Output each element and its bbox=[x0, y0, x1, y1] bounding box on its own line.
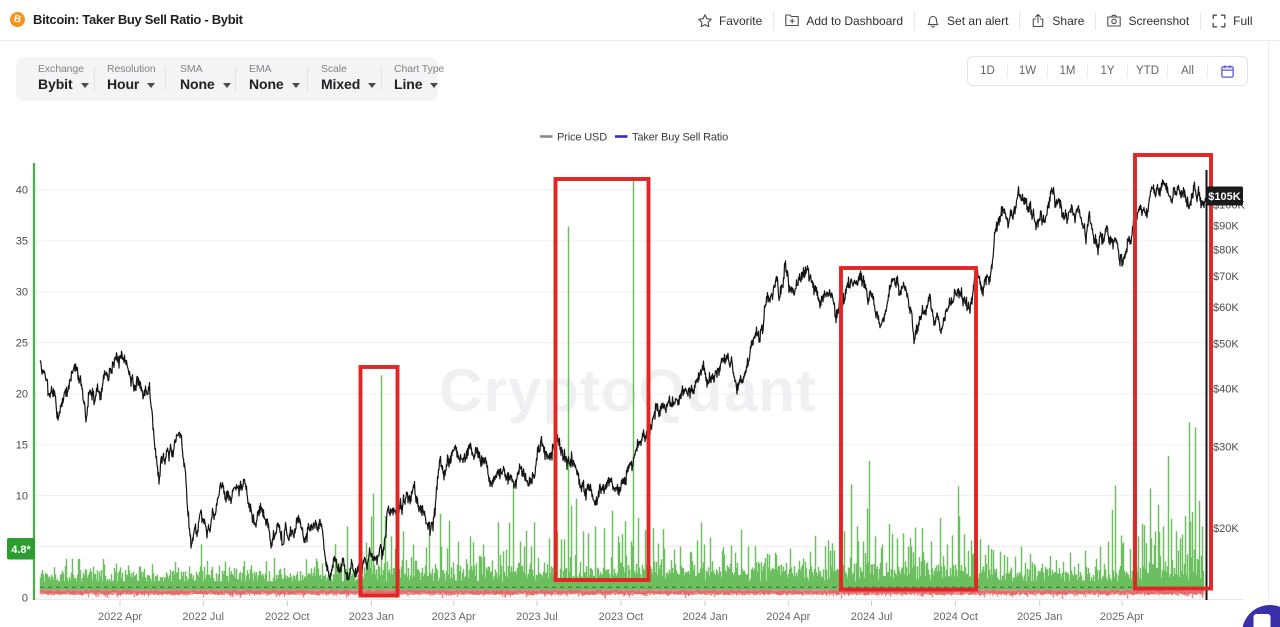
svg-text:2023 Jan: 2023 Jan bbox=[349, 611, 394, 623]
svg-text:2023 Oct: 2023 Oct bbox=[599, 611, 644, 623]
svg-text:$70K: $70K bbox=[1213, 271, 1239, 283]
svg-text:35: 35 bbox=[16, 236, 28, 248]
svg-text:$80K: $80K bbox=[1213, 244, 1239, 256]
svg-text:25: 25 bbox=[16, 338, 28, 350]
svg-text:2022 Jul: 2022 Jul bbox=[182, 611, 224, 623]
svg-text:40: 40 bbox=[16, 185, 28, 197]
svg-text:2024 Jul: 2024 Jul bbox=[851, 611, 893, 623]
svg-text:Price USD: Price USD bbox=[557, 132, 607, 144]
svg-text:$60K: $60K bbox=[1213, 302, 1239, 314]
svg-text:$90K: $90K bbox=[1213, 221, 1239, 233]
svg-text:2023 Apr: 2023 Apr bbox=[432, 611, 476, 623]
svg-text:10: 10 bbox=[16, 490, 28, 502]
svg-text:30: 30 bbox=[16, 287, 28, 299]
svg-text:2025 Jan: 2025 Jan bbox=[1017, 611, 1062, 623]
svg-text:2024 Apr: 2024 Apr bbox=[766, 611, 810, 623]
svg-text:0: 0 bbox=[22, 592, 28, 604]
svg-text:4.8*: 4.8* bbox=[11, 544, 31, 556]
svg-text:2024 Jan: 2024 Jan bbox=[682, 611, 727, 623]
svg-text:2023 Jul: 2023 Jul bbox=[516, 611, 558, 623]
svg-text:$105K: $105K bbox=[1208, 191, 1240, 203]
svg-text:2025 Apr: 2025 Apr bbox=[1100, 611, 1144, 623]
svg-text:2022 Apr: 2022 Apr bbox=[98, 611, 142, 623]
svg-text:Taker Buy Sell Ratio: Taker Buy Sell Ratio bbox=[632, 132, 728, 144]
svg-text:2024 Oct: 2024 Oct bbox=[933, 611, 978, 623]
svg-text:20: 20 bbox=[16, 389, 28, 401]
svg-text:$40K: $40K bbox=[1213, 384, 1239, 396]
svg-text:15: 15 bbox=[16, 439, 28, 451]
svg-text:$50K: $50K bbox=[1213, 339, 1239, 351]
svg-text:2022 Oct: 2022 Oct bbox=[265, 611, 310, 623]
svg-text:CryptoQuant: CryptoQuant bbox=[439, 357, 817, 424]
svg-text:$20K: $20K bbox=[1213, 523, 1239, 535]
svg-text:$30K: $30K bbox=[1213, 441, 1239, 453]
